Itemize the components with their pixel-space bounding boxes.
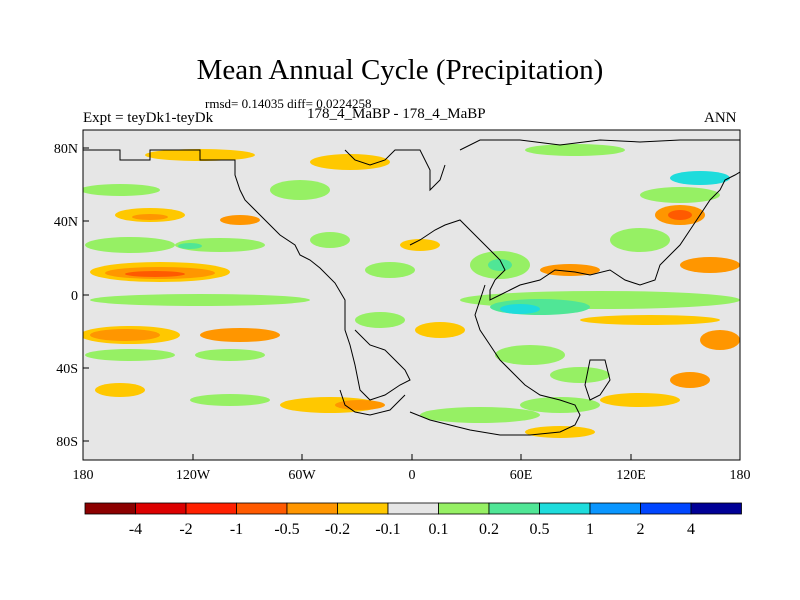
coastline-greenland <box>344 149 446 192</box>
anomaly-blob <box>195 349 265 361</box>
y-axis: 80N 40N 0 40S 80S <box>54 142 89 450</box>
colorbar-label: 2 <box>637 521 645 538</box>
colorbar-label: -0.2 <box>325 521 350 538</box>
anomaly-blob <box>200 328 280 342</box>
colorbar-box <box>286 502 338 515</box>
period-label: 178_4_MaBP - 178_4_MaBP <box>307 106 486 122</box>
anomaly-blob <box>270 180 330 200</box>
y-tick-label-80s: 80S <box>56 435 78 450</box>
colorbar-label: 0.1 <box>429 521 449 538</box>
precip-field <box>83 144 740 438</box>
anomaly-blob <box>85 349 175 361</box>
coastline-arctic <box>459 139 740 151</box>
experiment-label: Expt = teyDk1-teyDk <box>83 110 214 126</box>
anomaly-blob <box>125 271 185 277</box>
colorbar-box <box>640 502 692 515</box>
anomaly-blob <box>670 372 710 388</box>
colorbar-box <box>690 502 742 515</box>
colorbar-label: -0.1 <box>375 521 400 538</box>
anomaly-blob <box>175 238 265 252</box>
colorbar-box <box>387 502 439 515</box>
anomaly-blob <box>700 330 740 350</box>
x-tick-label-60e: 60E <box>510 468 533 483</box>
coastline-australia <box>584 359 611 401</box>
colorbar-label: -2 <box>179 521 192 538</box>
anomaly-blob <box>90 294 310 306</box>
coastline-africa <box>409 284 581 436</box>
anomaly-blob <box>310 232 350 248</box>
anomaly-blob <box>668 210 692 220</box>
anomaly-blob <box>488 259 512 271</box>
colorbar-box <box>488 502 540 515</box>
anomaly-blob <box>420 407 540 423</box>
colorbar-label: -0.5 <box>274 521 299 538</box>
x-tick-label-180w: 180 <box>73 468 94 483</box>
colorbar-label: 0.2 <box>479 521 499 538</box>
anomaly-blob <box>520 397 600 413</box>
anomaly-blob <box>365 262 415 278</box>
anomaly-blob <box>600 393 680 407</box>
colorbar-label: -4 <box>129 521 142 538</box>
anomaly-blob <box>525 144 625 156</box>
colorbar-label: 4 <box>687 521 695 538</box>
anomaly-blob <box>610 228 670 252</box>
stats-label: rmsd= 0.14035 diff= 0.0224258 <box>205 96 372 111</box>
anomaly-blob <box>415 322 465 338</box>
colorbar-box <box>589 502 641 515</box>
colorbar-label: 0.5 <box>530 521 550 538</box>
colorbar-box <box>185 502 237 515</box>
anomaly-blob <box>83 184 160 196</box>
anomaly-blob <box>500 304 540 314</box>
x-tick-label-0: 0 <box>409 468 416 483</box>
colorbar-label: 1 <box>586 521 594 538</box>
x-tick-label-60w: 60W <box>288 468 316 483</box>
coastline-north-america <box>83 149 411 401</box>
anomaly-blob <box>132 214 168 220</box>
anomaly-blob <box>580 315 720 325</box>
anomaly-blob <box>190 394 270 406</box>
anomaly-blob <box>90 329 160 341</box>
anomaly-blob <box>310 154 390 170</box>
colorbar-box <box>84 502 136 515</box>
anomaly-blob <box>670 171 730 185</box>
coastline-eurasia <box>409 171 740 301</box>
colorbar-box <box>135 502 187 515</box>
season-label: ANN <box>704 110 737 126</box>
colorbar-box <box>236 502 288 515</box>
y-tick-label-0: 0 <box>71 289 78 304</box>
anomaly-blob <box>335 400 385 410</box>
anomaly-blob <box>355 312 405 328</box>
anomaly-blob <box>550 367 610 383</box>
anomaly-blob <box>680 257 740 273</box>
y-tick-label-80n: 80N <box>54 142 78 157</box>
anomaly-blob <box>220 215 260 225</box>
y-tick-label-40n: 40N <box>54 215 78 230</box>
anomaly-blob <box>400 239 440 251</box>
x-axis: 180 120W 60W 0 60E 120E 180 <box>73 454 751 483</box>
colorbar-box <box>337 502 389 515</box>
anomaly-blob <box>495 345 565 365</box>
x-tick-label-120w: 120W <box>176 468 211 483</box>
colorbar: -4 -2 -1 -0.5 -0.2 -0.1 0.1 0.2 0.5 1 2 4 <box>84 502 742 538</box>
anomaly-blob <box>178 243 202 249</box>
y-tick-label-40s: 40S <box>56 362 78 377</box>
coastlines <box>83 139 740 436</box>
plot-title: Mean Annual Cycle (Precipitation) <box>196 54 604 86</box>
x-tick-label-180e: 180 <box>730 468 751 483</box>
anomaly-blob <box>95 383 145 397</box>
colorbar-box <box>438 502 490 515</box>
anomaly-blob <box>640 187 720 203</box>
coastline-south-america <box>339 389 406 416</box>
anomaly-blob <box>540 264 600 276</box>
colorbar-box <box>539 502 591 515</box>
colorbar-label: -1 <box>230 521 243 538</box>
x-tick-label-120e: 120E <box>616 468 646 483</box>
anomaly-blob <box>85 237 175 253</box>
